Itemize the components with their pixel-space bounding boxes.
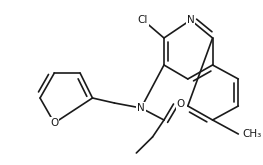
Text: Cl: Cl (138, 15, 148, 25)
Text: CH₃: CH₃ (242, 129, 261, 139)
Text: N: N (187, 15, 195, 25)
Text: O: O (50, 118, 58, 128)
Text: O: O (176, 99, 185, 109)
Text: N: N (137, 103, 145, 113)
